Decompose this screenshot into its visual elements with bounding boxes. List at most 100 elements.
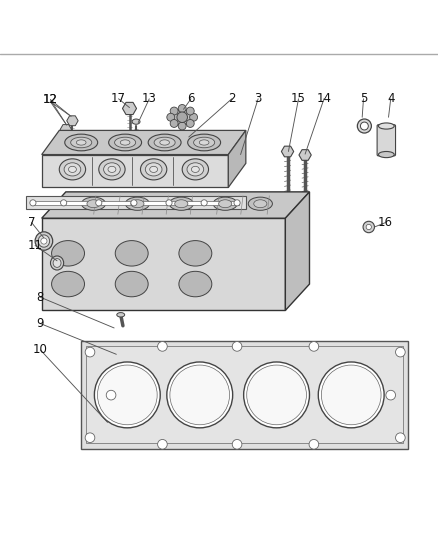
Text: 10: 10 [33,343,48,357]
Ellipse shape [199,140,208,145]
Circle shape [201,200,207,206]
Text: 17: 17 [111,92,126,106]
Polygon shape [86,346,402,443]
Text: 11: 11 [28,239,42,252]
Ellipse shape [169,197,193,211]
Circle shape [95,200,102,206]
Ellipse shape [179,240,212,266]
Ellipse shape [115,271,148,297]
Circle shape [41,238,47,244]
Ellipse shape [140,159,166,180]
Ellipse shape [357,119,371,133]
Ellipse shape [125,197,149,211]
Text: 16: 16 [377,216,392,229]
Ellipse shape [103,163,120,176]
Polygon shape [42,192,309,218]
Ellipse shape [191,166,199,173]
Circle shape [85,348,95,357]
Circle shape [106,390,116,400]
Circle shape [60,200,67,206]
Circle shape [178,104,186,112]
Polygon shape [33,200,239,205]
Ellipse shape [99,159,125,180]
Polygon shape [26,196,245,209]
Ellipse shape [182,159,208,180]
Ellipse shape [132,119,140,124]
Ellipse shape [360,122,367,130]
Ellipse shape [38,235,49,247]
Text: 8: 8 [37,290,44,304]
Circle shape [177,112,187,123]
Ellipse shape [59,159,85,180]
Polygon shape [42,218,285,310]
Circle shape [318,362,383,428]
Polygon shape [228,131,245,188]
Ellipse shape [187,163,203,176]
Text: 13: 13 [141,92,156,106]
Ellipse shape [174,200,187,208]
Circle shape [186,119,194,127]
Circle shape [246,365,306,425]
Circle shape [189,114,197,121]
Ellipse shape [64,163,81,176]
Text: 6: 6 [187,92,194,106]
Text: 12: 12 [43,93,58,106]
Ellipse shape [52,240,84,266]
Circle shape [30,200,36,206]
Circle shape [243,362,309,428]
Text: 14: 14 [316,92,331,106]
Ellipse shape [145,163,162,176]
Circle shape [308,342,318,351]
Ellipse shape [248,197,272,211]
Text: 15: 15 [290,92,305,106]
Circle shape [157,342,167,351]
Ellipse shape [65,134,97,151]
Ellipse shape [148,134,181,151]
Ellipse shape [253,200,266,208]
Circle shape [362,221,374,233]
Ellipse shape [187,134,220,151]
Ellipse shape [115,240,148,266]
Circle shape [97,365,157,425]
Text: 5: 5 [359,92,366,106]
Ellipse shape [114,137,135,148]
Circle shape [94,362,160,428]
Ellipse shape [108,166,116,173]
Ellipse shape [124,132,134,136]
Ellipse shape [68,166,76,173]
Ellipse shape [218,200,231,208]
Ellipse shape [179,271,212,297]
Circle shape [233,200,240,206]
Ellipse shape [149,166,157,173]
Circle shape [170,119,178,127]
Ellipse shape [117,312,124,317]
Circle shape [170,107,178,115]
Ellipse shape [81,197,106,211]
Circle shape [232,342,241,351]
Polygon shape [81,341,407,449]
FancyBboxPatch shape [376,125,395,156]
Text: 9: 9 [36,317,44,330]
Circle shape [232,440,241,449]
Circle shape [178,122,186,130]
Text: 7: 7 [28,216,35,229]
Ellipse shape [71,137,92,148]
Ellipse shape [213,197,237,211]
Ellipse shape [131,200,144,208]
Ellipse shape [50,256,64,270]
Circle shape [385,390,395,400]
Circle shape [131,200,137,206]
Circle shape [170,365,229,425]
Ellipse shape [378,151,393,158]
Circle shape [395,433,404,442]
Ellipse shape [120,140,130,145]
Ellipse shape [76,140,86,145]
Ellipse shape [159,140,169,145]
Ellipse shape [53,259,61,268]
Polygon shape [285,192,309,310]
Ellipse shape [52,271,84,297]
Ellipse shape [193,137,214,148]
Circle shape [166,200,172,206]
Circle shape [186,107,194,115]
Circle shape [166,362,232,428]
